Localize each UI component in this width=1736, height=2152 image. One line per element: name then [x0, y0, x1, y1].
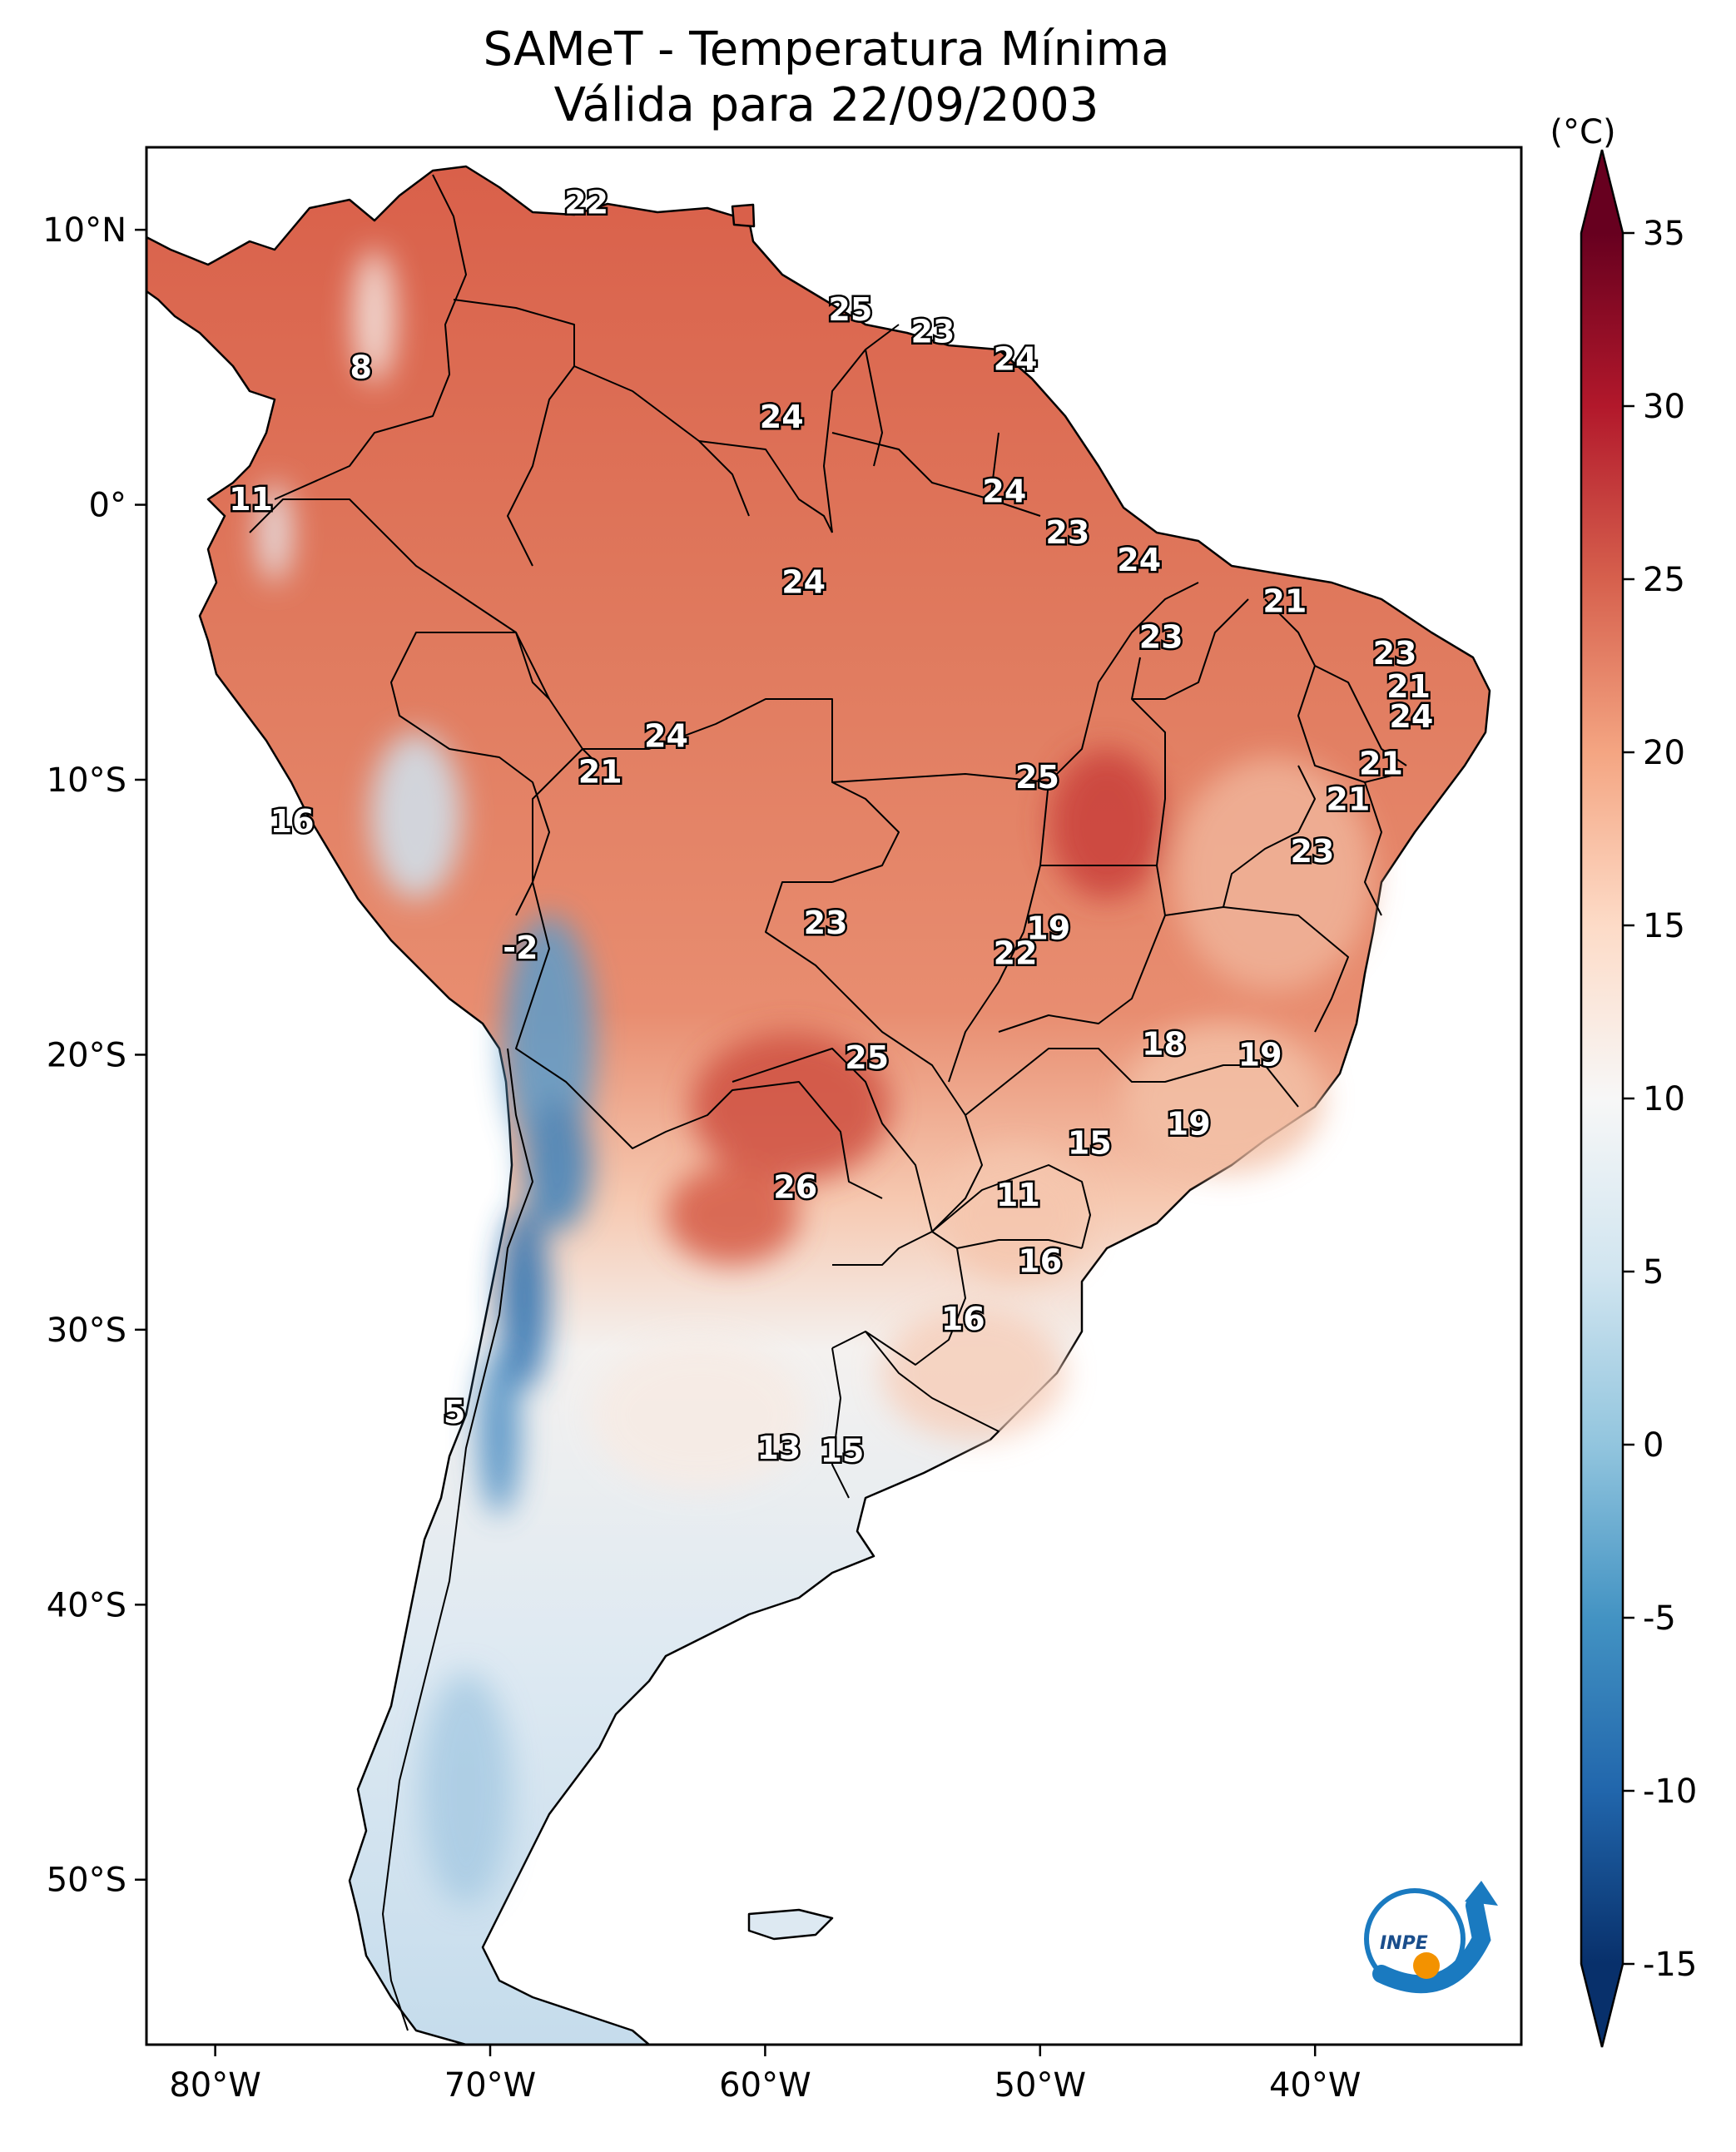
longitude-ticks: 80°W 70°W 60°W 50°W 40°W: [169, 2045, 1361, 2105]
station-value-label: 24: [994, 341, 1038, 378]
falkland-islands: [747, 1908, 834, 1941]
colorbar-tick-label: 30: [1643, 388, 1685, 426]
colorbar-min-extension: [1581, 1964, 1623, 2047]
station-value-label: 21: [578, 753, 622, 790]
inpe-logo-text: INPE: [1380, 1933, 1428, 1954]
colorbar-tick-label: 35: [1643, 215, 1685, 253]
station-value-label: 11: [996, 1177, 1040, 1213]
colorbar: (°C) 35 30 25 20 15 10 5 0 -5 -10 -15: [1550, 113, 1697, 2048]
colorbar-unit: (°C): [1550, 113, 1615, 151]
map-frame: [145, 146, 1523, 2046]
station-value-label: 15: [1068, 1124, 1112, 1161]
station-value-label: 24: [781, 563, 826, 600]
colorbar-tick-label: 0: [1643, 1426, 1664, 1465]
station-value-label: 23: [804, 905, 848, 941]
colorbar-ticks: 35 30 25 20 15 10 5 0 -5 -10 -15: [1623, 215, 1697, 1984]
colorbar-max-extension: [1581, 150, 1623, 233]
country-borders: [249, 174, 1407, 2031]
lat-tick-label: 30°S: [47, 1312, 126, 1350]
station-value-label: 24: [982, 473, 1026, 509]
inpe-logo-arrow: [1372, 1897, 1491, 1994]
inpe-logo-dot: [1413, 1952, 1440, 1979]
station-value-label: 24: [760, 399, 804, 435]
colorbar-tick-label: 20: [1643, 734, 1685, 772]
station-value-label: 25: [1015, 759, 1059, 796]
station-value-label: 18: [1142, 1025, 1186, 1062]
station-value-label: 24: [644, 717, 688, 754]
inpe-logo: INPE: [1364, 1881, 1498, 1994]
station-value-label: 23: [1139, 618, 1183, 655]
lon-tick-label: 70°W: [444, 2066, 536, 2105]
inpe-logo-arrowhead: [1465, 1881, 1498, 1906]
temperature-field: [258, 250, 1373, 1906]
station-value-label: 22: [564, 184, 608, 221]
lon-tick-label: 80°W: [169, 2066, 260, 2105]
map-title: SAMeT - Temperatura Mínima: [483, 22, 1169, 77]
colorbar-fill: [1581, 233, 1623, 1964]
lat-tick-label: 20°S: [47, 1036, 126, 1074]
colorbar-tick-label: 5: [1643, 1253, 1664, 1292]
station-value-label: 19: [1238, 1037, 1282, 1074]
colorbar-tick-label: 15: [1643, 907, 1685, 945]
station-value-label: 24: [1117, 542, 1161, 578]
station-value-label: 19: [1167, 1105, 1211, 1142]
trinidad-island: [731, 203, 756, 228]
colorbar-tick-label: -15: [1643, 1946, 1697, 1984]
colorbar-tick-label: -5: [1643, 1599, 1676, 1638]
colorbar-tick-label: -10: [1643, 1773, 1697, 1811]
station-value-label: 8: [350, 350, 371, 386]
station-value-label: 23: [1373, 635, 1417, 672]
station-value-label: 21: [1262, 583, 1307, 619]
lat-tick-label: 0°: [89, 487, 126, 525]
station-value-label: 19: [1026, 910, 1070, 947]
station-value-label: -2: [503, 930, 538, 966]
lat-tick-label: 50°S: [47, 1862, 126, 1900]
station-value-label: 15: [820, 1432, 864, 1469]
lon-tick-label: 60°W: [719, 2066, 811, 2105]
station-value-label: 11: [229, 481, 273, 518]
map-subtitle: Válida para 22/09/2003: [554, 78, 1099, 132]
station-value-label: 21: [1326, 781, 1370, 817]
station-value-label: 16: [941, 1301, 985, 1337]
station-value-label: 16: [1018, 1242, 1062, 1279]
lon-tick-label: 40°W: [1269, 2066, 1361, 2105]
lat-tick-label: 10°S: [47, 761, 126, 800]
station-value-label: 13: [756, 1430, 801, 1466]
lon-tick-label: 50°W: [994, 2066, 1086, 2105]
lat-tick-label: 40°S: [47, 1586, 126, 1624]
station-value-label: 23: [1045, 514, 1089, 551]
station-value-label: 25: [845, 1039, 889, 1076]
station-value-label: 23: [1290, 833, 1334, 870]
station-value-label: 5: [444, 1394, 465, 1431]
station-value-label: 22: [994, 935, 1038, 971]
station-value-label: 26: [773, 1168, 817, 1205]
station-value-label: 16: [270, 803, 315, 840]
station-value-label: 21: [1359, 745, 1403, 781]
lat-tick-label: 10°N: [42, 211, 126, 250]
station-value-label: 24: [1389, 698, 1433, 735]
colorbar-tick-label: 10: [1643, 1080, 1685, 1118]
station-value-label: 23: [910, 314, 955, 350]
latitude-ticks: 10°N 0° 10°S 20°S 30°S 40°S 50°S: [42, 211, 146, 1900]
station-value-label: 25: [828, 291, 872, 328]
station-value-label: 21: [1386, 668, 1431, 705]
colorbar-tick-label: 25: [1643, 561, 1685, 599]
